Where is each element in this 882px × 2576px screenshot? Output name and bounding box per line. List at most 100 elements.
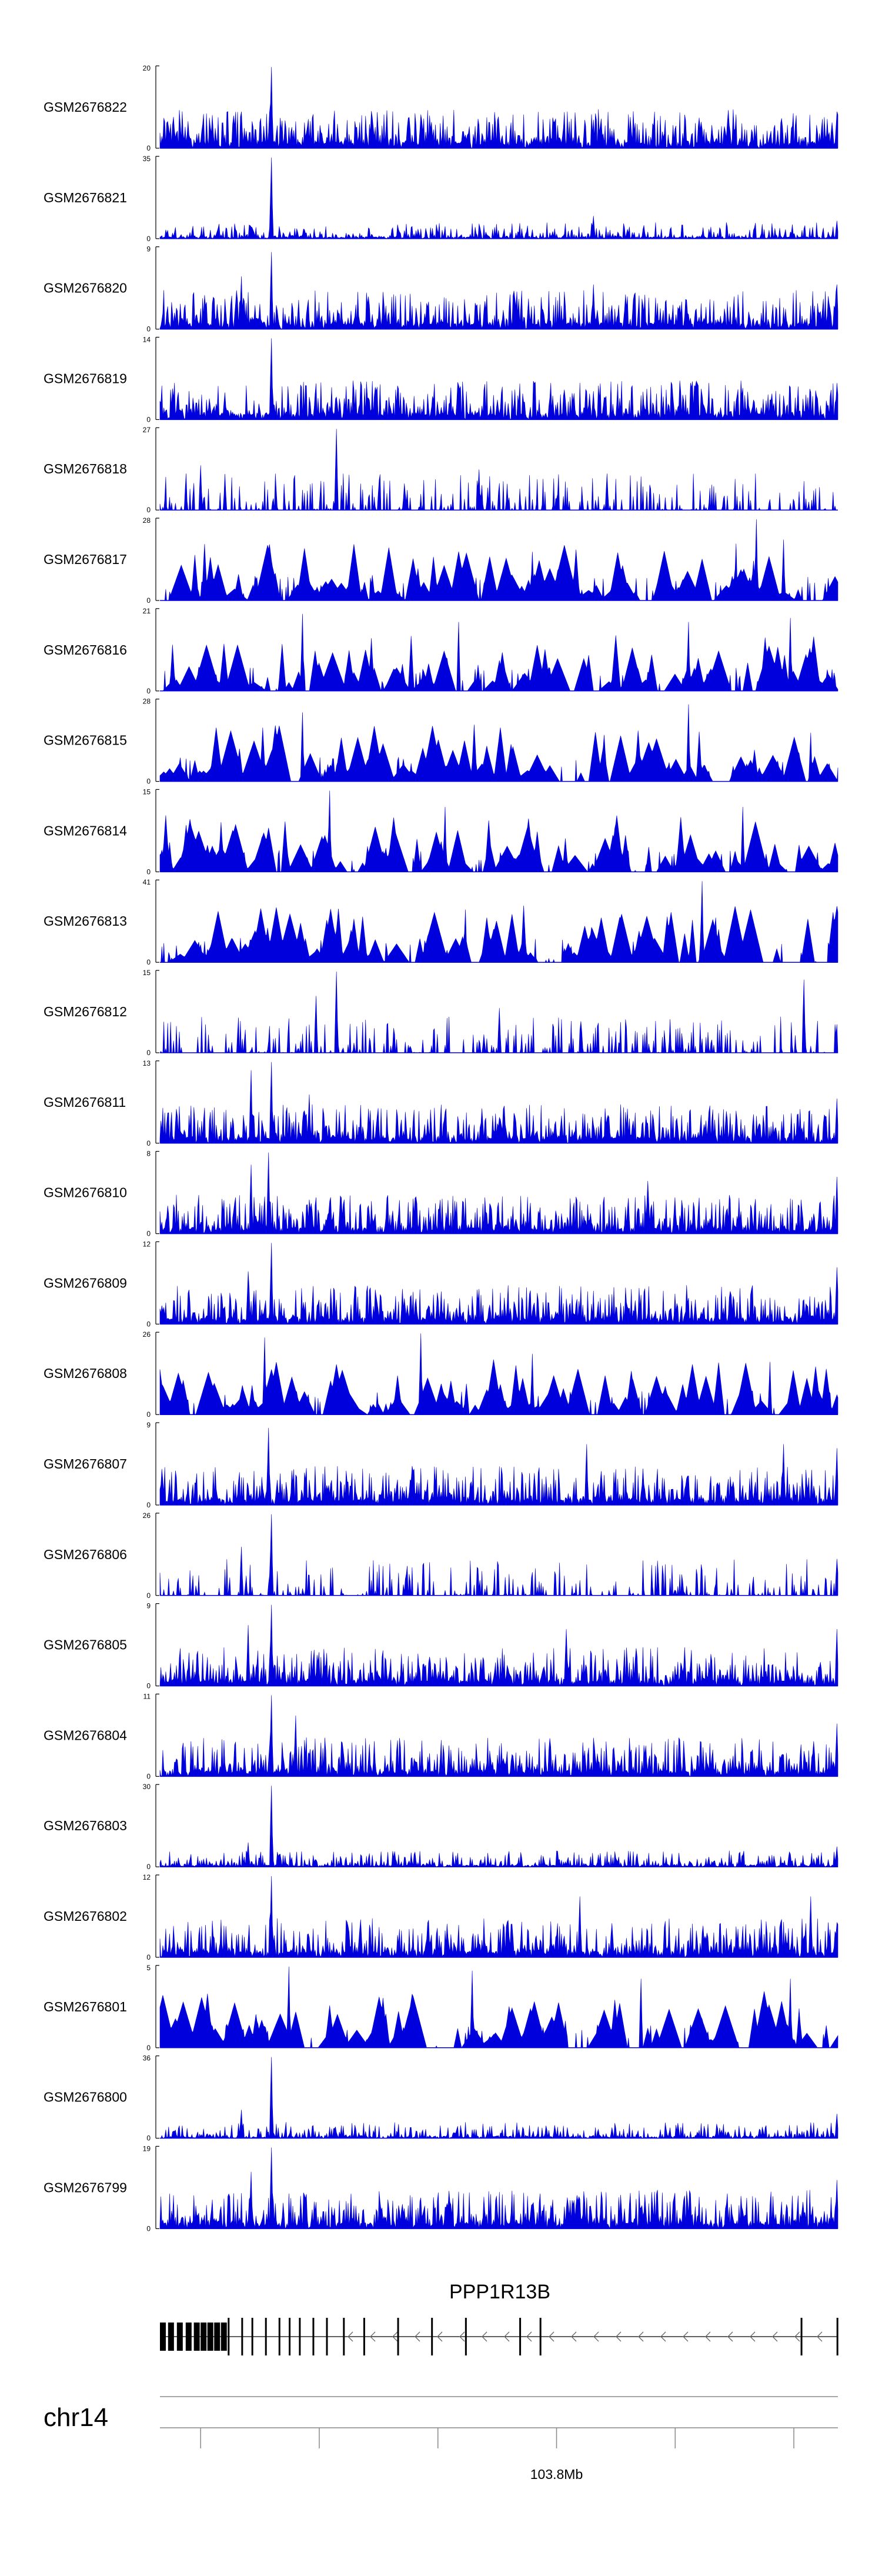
track-GSM2676810: GSM2676810 8 0 [44, 1150, 838, 1238]
coverage-area [159, 157, 838, 239]
strand-arrow [459, 2331, 465, 2342]
strand-arrow [571, 2331, 577, 2342]
gene-exon [228, 2318, 230, 2355]
y-tick-min-label: 0 [146, 1501, 151, 1509]
coordinate-tick-label: 103.8Mb [530, 2467, 583, 2482]
track-GSM2676805: GSM2676805 9 0 [44, 1602, 838, 1690]
y-tick-min-label: 0 [146, 1591, 151, 1600]
track-label: GSM2676810 [44, 1185, 127, 1200]
coverage-area [159, 1695, 838, 1777]
strand-arrow [817, 2331, 823, 2342]
coverage-area [159, 790, 838, 873]
track-GSM2676817: GSM2676817 28 0 [44, 516, 838, 605]
gene-exon [836, 2318, 838, 2355]
track-label: GSM2676800 [44, 2090, 127, 2105]
track-label: GSM2676799 [44, 2180, 127, 2195]
track-label: GSM2676815 [44, 733, 127, 748]
strand-arrow [660, 2331, 666, 2342]
y-tick-min-label: 0 [146, 958, 151, 966]
y-tick-max-label: 9 [146, 1421, 151, 1429]
gene-exon [397, 2318, 399, 2355]
strand-arrow [750, 2331, 756, 2342]
gene-exon-thick [193, 2323, 200, 2351]
y-tick-max-label: 20 [143, 64, 151, 72]
strand-arrow [392, 2331, 398, 2342]
gene-exon-thick [185, 2323, 192, 2351]
y-tick-max-label: 27 [143, 426, 151, 434]
coverage-area [159, 1243, 838, 1325]
y-tick-max-label: 21 [143, 607, 151, 615]
gene-exon-thick [207, 2323, 213, 2351]
gene-exon [251, 2318, 253, 2355]
track-GSM2676802: GSM2676802 12 0 [44, 1873, 838, 1961]
track-label: GSM2676822 [44, 99, 127, 115]
track-label: GSM2676821 [44, 190, 127, 205]
y-tick-min-label: 0 [146, 1682, 151, 1690]
coverage-area [159, 1152, 838, 1234]
track-GSM2676813: GSM2676813 41 0 [44, 878, 838, 966]
track-label: GSM2676802 [44, 1908, 127, 1924]
track-label: GSM2676814 [44, 823, 127, 838]
coverage-area [159, 1427, 838, 1506]
strand-arrow [616, 2331, 622, 2342]
gene-exon [326, 2318, 328, 2355]
y-tick-max-label: 13 [143, 1059, 151, 1067]
y-tick-min-label: 0 [146, 1230, 151, 1238]
track-label: GSM2676805 [44, 1637, 127, 1653]
track-GSM2676819: GSM2676819 14 0 [44, 335, 838, 423]
y-tick-max-label: 26 [143, 1511, 151, 1520]
track-label: GSM2676801 [44, 1999, 127, 2014]
gene-exon [343, 2318, 345, 2355]
track-GSM2676818: GSM2676818 27 0 [44, 426, 838, 514]
track-GSM2676822: GSM2676822 20 0 [44, 64, 838, 152]
track-GSM2676800: GSM2676800 36 0 [44, 2054, 838, 2143]
track-label: GSM2676804 [44, 1727, 127, 1743]
track-GSM2676808: GSM2676808 26 0 [44, 1330, 838, 1419]
gene-exon [465, 2318, 467, 2355]
gene-exon [431, 2318, 433, 2355]
track-GSM2676803: GSM2676803 30 0 [44, 1783, 838, 1871]
y-tick-max-label: 12 [143, 1873, 151, 1881]
y-tick-min-label: 0 [146, 1320, 151, 1328]
coverage-area [160, 519, 838, 601]
track-GSM2676812: GSM2676812 15 0 [44, 969, 838, 1057]
y-tick-max-label: 28 [143, 516, 151, 525]
track-GSM2676820: GSM2676820 9 0 [44, 245, 838, 333]
strand-arrow [526, 2331, 532, 2342]
gene-track: PPP1R13B [160, 2281, 838, 2355]
y-tick-max-label: 14 [143, 335, 151, 343]
coverage-area [159, 2147, 838, 2229]
coverage-area [159, 1786, 838, 1868]
gene-exon [312, 2318, 315, 2355]
strand-arrow [549, 2331, 554, 2342]
y-tick-min-label: 0 [146, 2134, 151, 2143]
gene-exon-thick [160, 2323, 166, 2351]
gene-exon [265, 2318, 267, 2355]
track-label: GSM2676806 [44, 1547, 127, 1562]
y-tick-max-label: 30 [143, 1783, 151, 1791]
y-tick-max-label: 9 [146, 245, 151, 253]
track-GSM2676799: GSM2676799 19 0 [44, 2144, 838, 2233]
genome-axis: chr14 103.8Mb [44, 2396, 838, 2482]
track-label: GSM2676809 [44, 1275, 127, 1290]
track-label: GSM2676816 [44, 642, 127, 658]
y-tick-min-label: 0 [146, 325, 151, 333]
strand-arrow [415, 2331, 420, 2342]
coverage-area [159, 2057, 838, 2139]
y-tick-min-label: 0 [146, 1772, 151, 1780]
y-tick-min-label: 0 [146, 235, 151, 243]
gene-exon [299, 2318, 301, 2355]
y-tick-max-label: 9 [146, 1602, 151, 1610]
y-tick-min-label: 0 [146, 1410, 151, 1419]
track-GSM2676811: GSM2676811 13 0 [44, 1059, 838, 1147]
strand-arrow [482, 2331, 487, 2342]
y-tick-min-label: 0 [146, 2224, 151, 2233]
y-tick-min-label: 0 [146, 2044, 151, 2052]
strand-arrow [794, 2331, 800, 2342]
y-tick-max-label: 35 [143, 155, 151, 163]
track-label: GSM2676819 [44, 371, 127, 386]
coverage-tracks: GSM2676822200GSM2676821350GSM267682090GS… [44, 64, 838, 2233]
strand-arrow [370, 2331, 376, 2342]
coverage-area [159, 1604, 838, 1687]
